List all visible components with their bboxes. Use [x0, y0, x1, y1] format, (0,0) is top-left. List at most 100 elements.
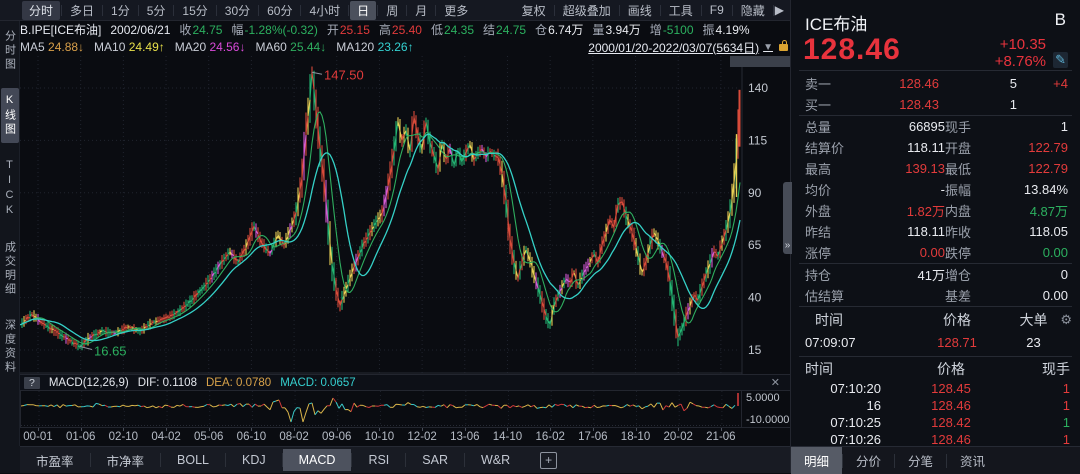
- separator: [842, 453, 844, 468]
- kline-canvas[interactable]: 140 115 90 65 40 15 147.50 16.65: [19, 56, 790, 374]
- indicator-tab-rsi[interactable]: RSI: [368, 453, 390, 467]
- period-tab-7[interactable]: 60分: [267, 3, 293, 18]
- sidebar-item-5[interactable]: 深度资料: [3, 319, 16, 375]
- chevron-down-icon[interactable]: ▼: [763, 41, 773, 53]
- cell-qty: 1: [1062, 398, 1070, 413]
- ma-label: MA120: [336, 40, 378, 54]
- quote-date: 2002/06/21: [110, 22, 171, 37]
- sidebar-item-1[interactable]: 分时图: [3, 30, 16, 72]
- tool-button-2[interactable]: 超级叠加: [562, 3, 611, 18]
- cell-time: 07:10:26: [830, 432, 881, 447]
- tool-button-3[interactable]: 画线: [627, 3, 652, 18]
- unlock-icon[interactable]: [779, 39, 788, 51]
- x-tick-label: 14-10: [492, 431, 523, 443]
- stat-value: 122.79: [1028, 161, 1068, 176]
- macd-title[interactable]: MACD(12,26,9): [48, 376, 129, 389]
- ma-value: 24.49↑: [128, 40, 165, 54]
- expand-icon[interactable]: ▶: [774, 3, 784, 17]
- ma-value: 24.56↓: [209, 40, 246, 54]
- macd-header: ? MACD(12,26,9) DIF: 0.1108 DEA: 0.0780 …: [20, 374, 790, 390]
- sidebar-item-4[interactable]: 成交明细: [3, 241, 16, 297]
- stat-label: 基差: [945, 289, 972, 304]
- ma-label: MA60: [255, 40, 291, 54]
- cell-qty: 1: [1062, 415, 1070, 430]
- stat-label: 持仓: [805, 268, 832, 283]
- stat-value: 118.11: [907, 224, 945, 239]
- period-tab-9[interactable]: 日: [350, 0, 377, 20]
- x-tick-mark: [38, 428, 39, 431]
- x-tick-mark: [208, 428, 210, 431]
- detail-tab-1[interactable]: 明细: [791, 447, 843, 474]
- ma-bar: MA5 24.88↓ MA10 24.49↑ MA20 24.56↓ MA60 25.…: [20, 38, 788, 56]
- ma-label: MA20: [174, 40, 210, 54]
- macd-canvas[interactable]: [20, 391, 741, 427]
- quote-field-9: 增-5100: [650, 21, 694, 38]
- add-indicator-button[interactable]: +: [540, 451, 558, 469]
- cell-price: 128.45: [931, 381, 971, 396]
- period-tab-6[interactable]: 30分: [224, 3, 251, 18]
- period-tab-11[interactable]: 月: [415, 3, 428, 18]
- period-tab-3[interactable]: 1分: [111, 3, 130, 18]
- indicator-tab-wr[interactable]: W&R: [480, 453, 511, 467]
- quote-field-6: 结24.75: [483, 21, 526, 38]
- quote-field-value: 3.94万: [605, 23, 641, 37]
- indicator-tab-[interactable]: 市盈率: [36, 454, 74, 469]
- period-tab-5[interactable]: 15分: [182, 3, 208, 18]
- tool-button-5[interactable]: F9: [709, 3, 724, 17]
- indicator-tab-sar[interactable]: SAR: [422, 453, 448, 467]
- indicator-tab-[interactable]: 市净率: [106, 454, 145, 469]
- kline-chart[interactable]: 140 115 90 65 40 15 147.50 16.65: [19, 56, 790, 374]
- stat-label: 振幅: [945, 183, 972, 198]
- period-tab-1[interactable]: 分时: [22, 0, 61, 20]
- macd-chart[interactable]: [20, 390, 742, 428]
- panel-collapse-handle[interactable]: »: [783, 182, 792, 254]
- separator: [137, 4, 139, 16]
- macd-dea-value: DEA: 0.0780: [205, 376, 272, 389]
- edit-icon[interactable]: ✎: [1053, 52, 1068, 68]
- quote-field-label: 高: [378, 23, 391, 37]
- period-tab-10[interactable]: 周: [386, 3, 399, 18]
- detail-tab-4[interactable]: 资讯: [960, 455, 986, 469]
- tool-button-1[interactable]: 复权: [521, 3, 546, 18]
- stat-value: 66895: [908, 119, 945, 134]
- detail-tab-3[interactable]: 分笔: [908, 455, 934, 469]
- stat-value: 1.82万: [906, 204, 945, 219]
- sidebar-item-2[interactable]: K线图: [0, 88, 19, 143]
- date-range-selector[interactable]: 2000/01/20-2022/03/07(5634日) ▼: [588, 39, 788, 56]
- period-tab-2[interactable]: 多日: [70, 3, 95, 18]
- close-icon[interactable]: ✕: [770, 377, 780, 389]
- period-tab-8[interactable]: 4小时: [309, 3, 341, 18]
- quote-field-label: 低: [430, 23, 443, 37]
- indicator-tab-kdj[interactable]: KDJ: [242, 453, 266, 467]
- ma-label: MA10: [94, 40, 129, 54]
- indicator-tab-macd[interactable]: MACD: [282, 449, 352, 471]
- tick-header: 时间 价格 现手: [791, 358, 1080, 380]
- separator: [173, 4, 175, 16]
- help-icon[interactable]: ?: [24, 376, 40, 389]
- stat-label: 最低: [945, 162, 972, 177]
- separator: [659, 4, 661, 16]
- gear-icon[interactable]: ⚙: [1060, 312, 1072, 327]
- stat-value: 1: [1060, 119, 1068, 134]
- position-row-2: 估结算 基差 0.00: [791, 285, 1080, 306]
- stat-row-4: 均价 - 振幅 13.84%: [791, 179, 1080, 200]
- bottom-left-corner: [0, 446, 20, 473]
- x-tick-label: 20-02: [663, 431, 693, 443]
- indicator-tab-boll[interactable]: BOLL: [177, 453, 209, 467]
- tool-button-6[interactable]: 隐藏: [740, 3, 765, 18]
- period-tab-4[interactable]: 5分: [146, 3, 166, 18]
- detail-tab-2[interactable]: 分价: [856, 455, 882, 469]
- x-tick-mark: [720, 428, 722, 431]
- quote-field-10: 振4.19%: [703, 21, 750, 38]
- cell-qty: 23: [1026, 334, 1041, 350]
- sidebar-item-3[interactable]: TICK: [3, 159, 16, 219]
- x-tick-label: 13-06: [450, 431, 480, 443]
- book-volume: 1: [1009, 97, 1017, 112]
- period-tab-12[interactable]: 更多: [444, 3, 469, 18]
- separator: [406, 4, 408, 16]
- stat-label: 跌停: [945, 246, 972, 261]
- x-tick-mark: [336, 428, 338, 431]
- separator: [281, 453, 283, 467]
- stat-label: 估结算: [805, 289, 845, 304]
- tool-button-4[interactable]: 工具: [668, 3, 693, 18]
